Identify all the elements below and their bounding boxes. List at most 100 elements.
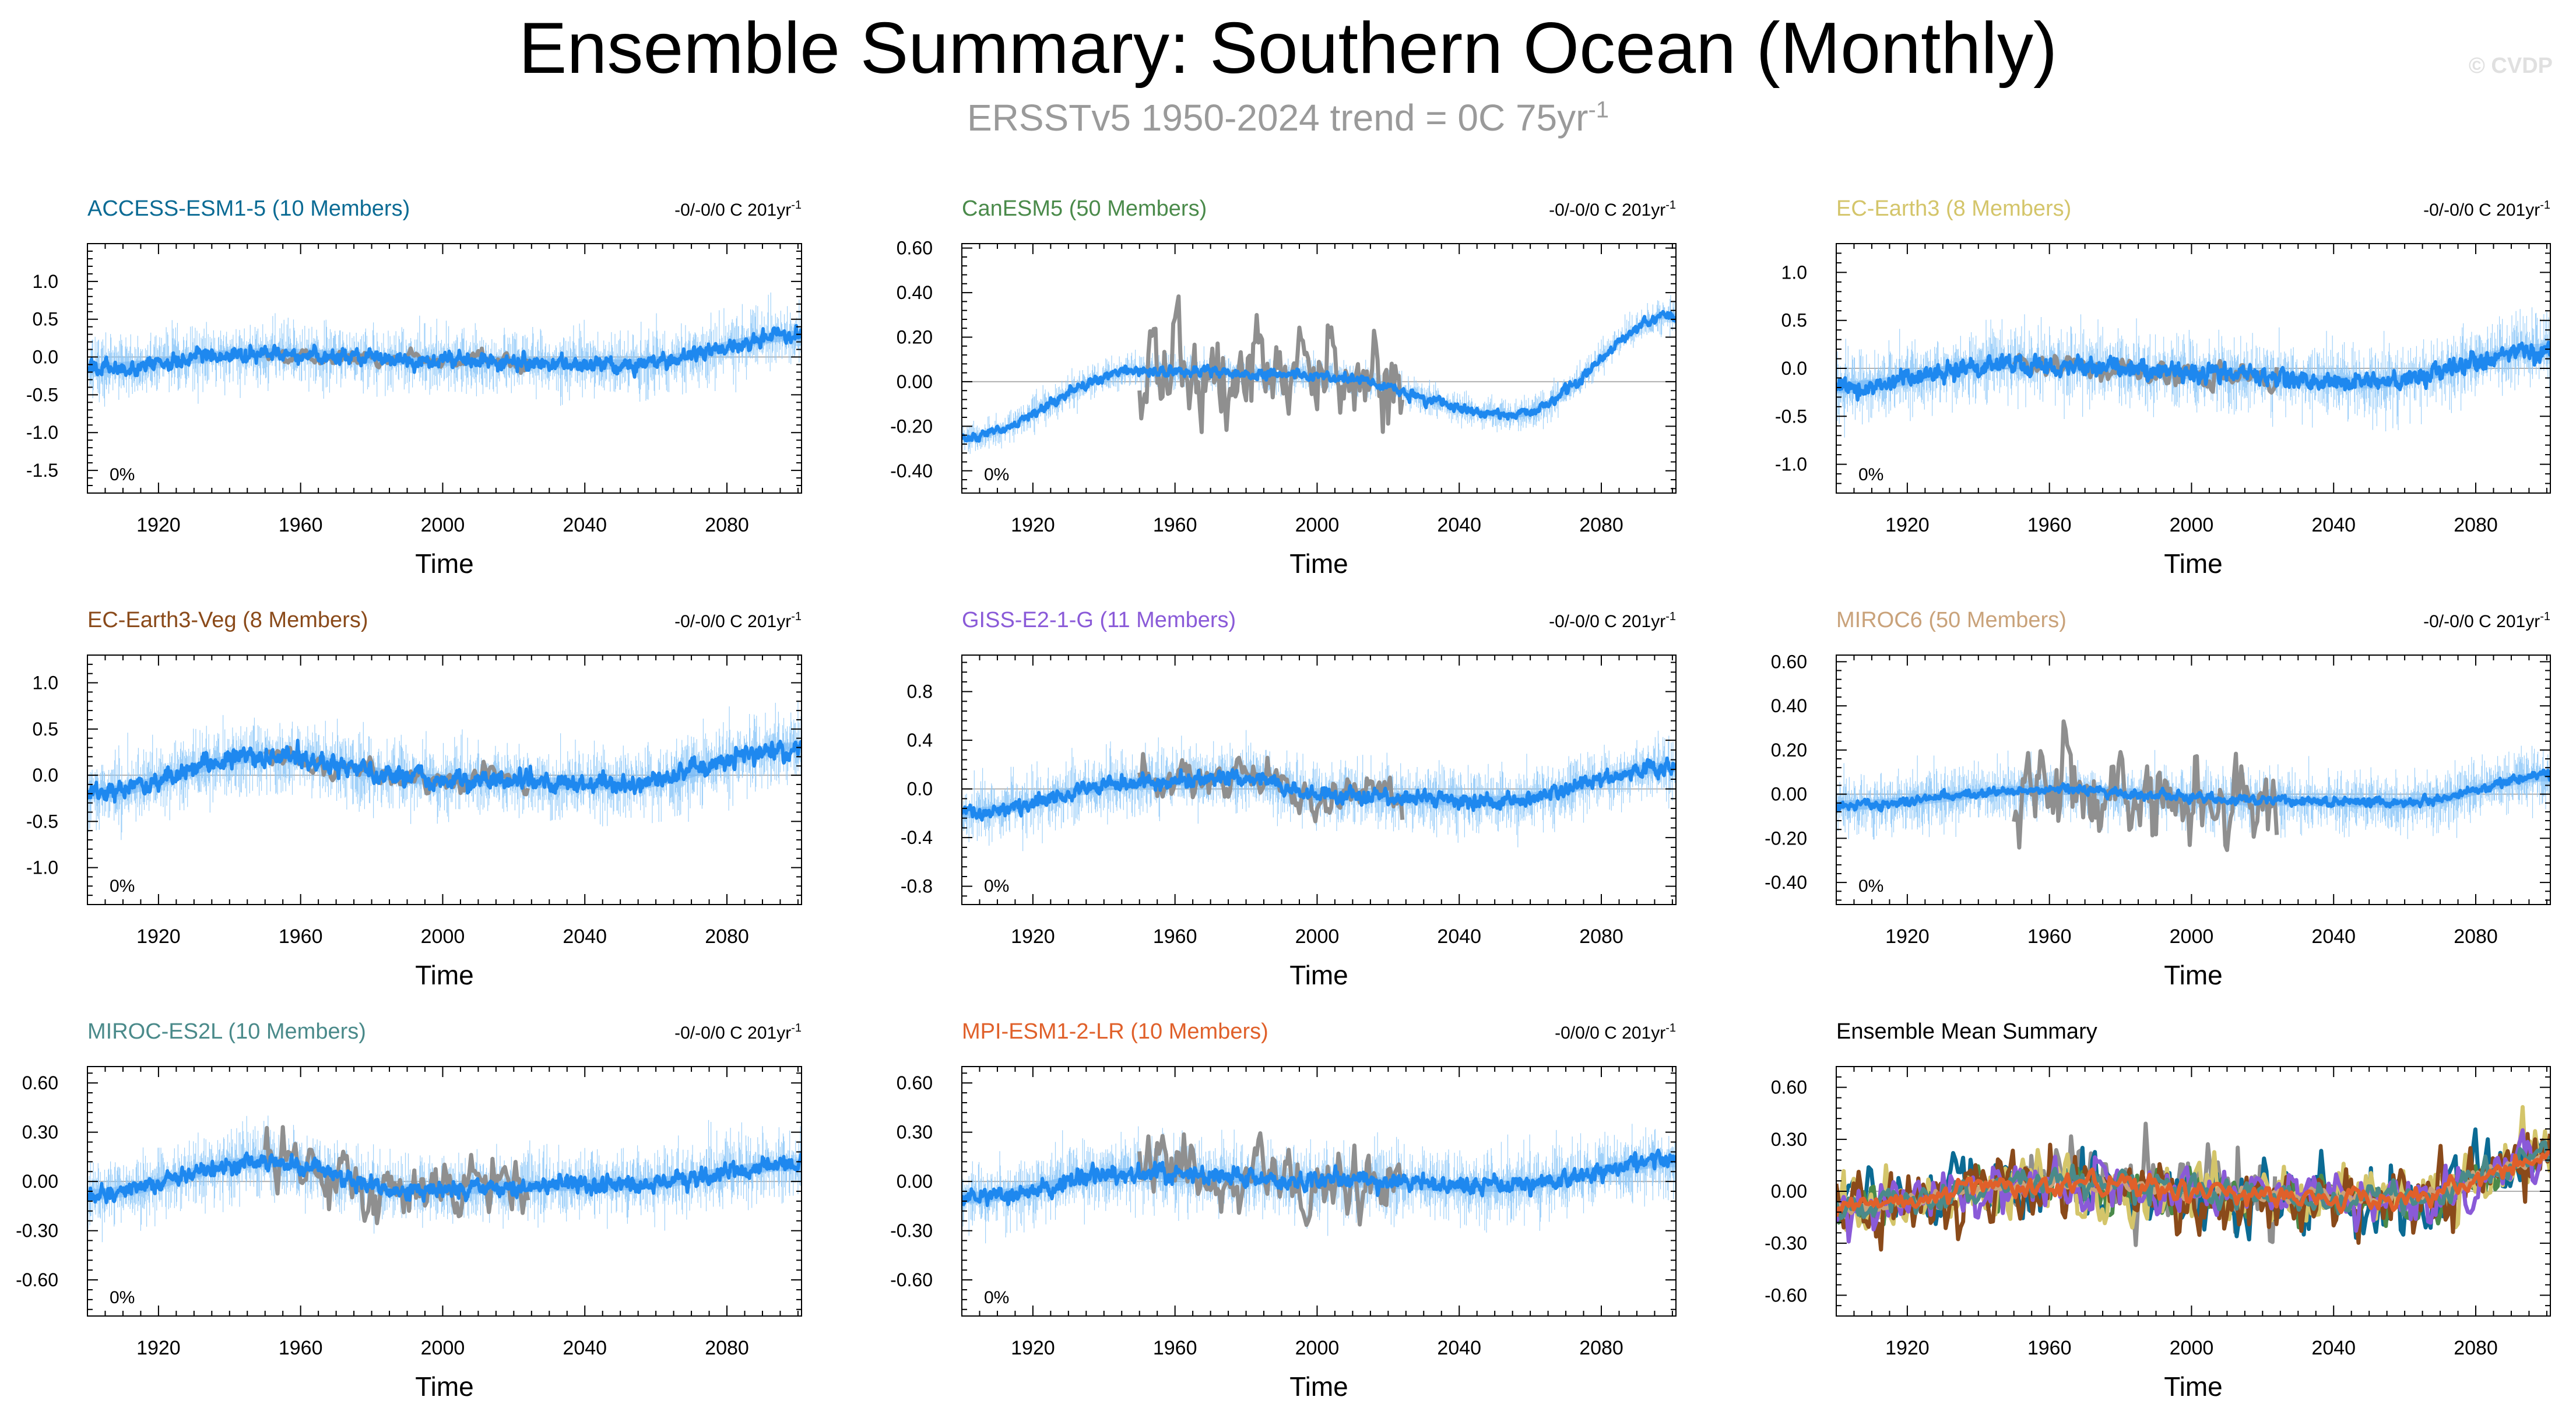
panel-title: EC-Earth3 (8 Members) bbox=[1836, 196, 2071, 221]
panel-ensemble-mean-summary: 1920 1960 2000 2040 2080 Time -0.60 -0.30 0.00 0.… bbox=[1765, 1019, 2551, 1402]
y-tick-label: -0.30 bbox=[1765, 1233, 1807, 1254]
x-tick-label: 2080 bbox=[2454, 514, 2498, 536]
x-tick-label: 2000 bbox=[421, 1337, 465, 1359]
plot-area bbox=[87, 700, 802, 840]
x-axis-label: Time bbox=[2164, 960, 2223, 990]
y-tick-label: 0.0 bbox=[33, 347, 58, 368]
percent-label: 0% bbox=[984, 877, 1009, 896]
x-tick-label: 2040 bbox=[1437, 514, 1481, 536]
subtitle-sup: -1 bbox=[1588, 97, 1609, 123]
percent-label: 0% bbox=[1858, 465, 1883, 484]
y-tick-label: -1.0 bbox=[26, 422, 58, 443]
x-tick-label: 2080 bbox=[1579, 1337, 1623, 1359]
x-tick-label: 1920 bbox=[1885, 514, 1930, 536]
y-tick-label: 0.5 bbox=[33, 719, 58, 740]
axes-frame bbox=[87, 243, 802, 494]
x-axis-label: Time bbox=[415, 548, 474, 579]
x-tick-label: 1920 bbox=[136, 926, 181, 948]
plot-area bbox=[1836, 719, 2550, 852]
panel-title: Ensemble Mean Summary bbox=[1836, 1019, 2097, 1044]
x-tick-label: 2080 bbox=[1579, 926, 1623, 948]
subtitle-text: ERSSTv5 1950-2024 trend = 0C 75yr bbox=[967, 97, 1589, 139]
trend-sup: -1 bbox=[791, 199, 802, 212]
x-tick-label: 2000 bbox=[421, 926, 465, 948]
percent-label: 0% bbox=[1858, 877, 1883, 896]
x-tick-label: 2000 bbox=[421, 514, 465, 536]
panel-ec-earth3-veg: 0% -0/-0/0 C 201yr-1 1920 1960 2000 2040 2080 T… bbox=[26, 608, 802, 990]
y-tick-label: -0.40 bbox=[890, 460, 933, 481]
y-tick-label: 0.0 bbox=[907, 779, 933, 800]
y-tick-label: -0.5 bbox=[1775, 406, 1807, 427]
y-tick-label: -1.0 bbox=[26, 857, 58, 878]
trend-value: -0/-0/0 C 201yr bbox=[1549, 612, 1665, 631]
y-tick-label: -0.20 bbox=[1765, 828, 1807, 849]
plot-area bbox=[1836, 1105, 2550, 1252]
x-tick-label: 2040 bbox=[563, 514, 607, 536]
ensemble-mean-line bbox=[962, 757, 1676, 822]
panel-title: MPI-ESM1-2-LR (10 Members) bbox=[962, 1019, 1268, 1044]
y-tick-label: -0.40 bbox=[1765, 872, 1807, 893]
x-tick-label: 2040 bbox=[1437, 926, 1481, 948]
y-tick-label: -0.30 bbox=[890, 1220, 933, 1241]
trend-value: -0/-0/0 C 201yr bbox=[2423, 200, 2540, 220]
trend-value: -0/-0/0 C 201yr bbox=[1549, 200, 1665, 220]
y-tick-label: 0.00 bbox=[897, 371, 933, 392]
trend-label: -0/0/0 C 201yr-1 bbox=[1555, 1022, 1676, 1043]
y-tick-label: -1.0 bbox=[1775, 454, 1807, 475]
percent-label: 0% bbox=[110, 465, 135, 484]
trend-value: -0/-0/0 C 201yr bbox=[674, 612, 791, 631]
ensemble-mean-line bbox=[87, 738, 802, 804]
trend-value: -0/-0/0 C 201yr bbox=[674, 1023, 791, 1043]
trend-label: -0/-0/0 C 201yr-1 bbox=[1549, 199, 1676, 220]
x-tick-label: 2040 bbox=[563, 926, 607, 948]
y-tick-label: 0.20 bbox=[897, 327, 933, 348]
x-axis-label: Time bbox=[1289, 960, 1348, 990]
y-tick-label: 0.5 bbox=[33, 309, 58, 330]
series-mpi-esm1-2-lr bbox=[1836, 1149, 2550, 1218]
ensemble-mean-line bbox=[1836, 340, 2550, 402]
x-axis-label: Time bbox=[2164, 548, 2223, 579]
panel-title: EC-Earth3-Veg (8 Members) bbox=[87, 608, 368, 632]
x-tick-label: 1960 bbox=[1153, 514, 1197, 536]
y-tick-label: -1.5 bbox=[26, 460, 58, 481]
axes-frame bbox=[961, 243, 1677, 494]
x-tick-label: 2000 bbox=[1295, 1337, 1340, 1359]
trend-sup: -1 bbox=[2540, 610, 2550, 623]
trend-label: -0/-0/0 C 201yr-1 bbox=[2423, 610, 2550, 631]
x-tick-label: 2080 bbox=[705, 926, 749, 948]
y-tick-label: 0.30 bbox=[22, 1122, 58, 1143]
trend-value: -0/0/0 C 201yr bbox=[1555, 1023, 1665, 1043]
y-tick-label: 0.30 bbox=[897, 1122, 933, 1143]
panel-canesm5: 0% -0/-0/0 C 201yr-1 1920 1960 2000 2040 2080 T… bbox=[890, 196, 1677, 579]
x-axis-label: Time bbox=[1289, 1371, 1348, 1402]
trend-sup: -1 bbox=[791, 1022, 802, 1035]
ensemble-mean-line bbox=[87, 1151, 802, 1205]
axes-frame bbox=[87, 655, 802, 905]
trend-value: -0/-0/0 C 201yr bbox=[2423, 612, 2540, 631]
x-tick-label: 2040 bbox=[563, 1337, 607, 1359]
y-tick-label: 0.60 bbox=[22, 1072, 58, 1093]
x-tick-label: 2040 bbox=[1437, 1337, 1481, 1359]
x-tick-label: 2000 bbox=[2170, 926, 2214, 948]
y-tick-label: 0.00 bbox=[22, 1171, 58, 1192]
x-tick-label: 1960 bbox=[279, 514, 323, 536]
x-tick-label: 1960 bbox=[2027, 1337, 2072, 1359]
trend-sup: -1 bbox=[1665, 199, 1676, 212]
x-tick-label: 1920 bbox=[136, 1337, 181, 1359]
y-tick-label: 0.5 bbox=[1781, 310, 1807, 331]
x-tick-label: 1960 bbox=[279, 926, 323, 948]
y-tick-label: 0.0 bbox=[33, 765, 58, 786]
obs-line bbox=[263, 1125, 530, 1226]
plot-area bbox=[1836, 307, 2550, 438]
copyright-watermark: © CVDP bbox=[2468, 54, 2553, 78]
plot-area bbox=[962, 294, 1676, 454]
ensemble-mean-line bbox=[962, 309, 1676, 443]
panel-giss-e2-1-g: 0% -0/-0/0 C 201yr-1 1920 1960 2000 2040 2080 T… bbox=[901, 608, 1677, 990]
x-tick-label: 1920 bbox=[136, 514, 181, 536]
x-tick-label: 2000 bbox=[1295, 514, 1340, 536]
panel-ec-earth3: 0% -0/-0/0 C 201yr-1 1920 1960 2000 2040 2080 T… bbox=[1775, 196, 2551, 579]
y-tick-label: 0.8 bbox=[907, 681, 933, 702]
y-tick-label: 0.60 bbox=[1771, 1077, 1807, 1098]
x-tick-label: 1920 bbox=[1885, 926, 1930, 948]
x-tick-label: 2040 bbox=[2311, 514, 2356, 536]
